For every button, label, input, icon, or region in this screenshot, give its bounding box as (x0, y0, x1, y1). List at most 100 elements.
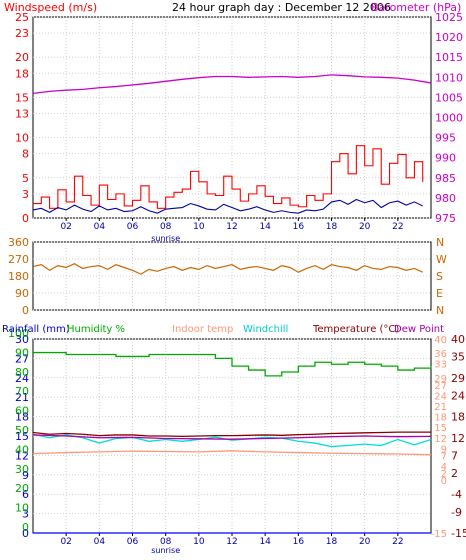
x-axis-ticks: 02 04 06 08 10 12 14 16 18 20 22 (60, 218, 403, 232)
y2-tick-label: 990 (435, 152, 456, 165)
sunrise-label: sunrise (151, 546, 180, 555)
temp-right-tick-label: -15 (451, 527, 466, 540)
x-tick-label: 02 (60, 222, 71, 232)
temp-right-tick-label: 18 (451, 411, 465, 424)
temperature-right-ticks: -15 -9 -4 2 7 12 18 24 29 35 40 (451, 333, 466, 540)
y2-axis-ticks: 975 980 985 990 995 1000 1005 1010 1015 1020 1025 (435, 11, 463, 225)
x-tick-label: 20 (359, 222, 371, 232)
x-tick-label: 14 (259, 537, 271, 547)
x-tick-label: 22 (392, 537, 403, 547)
temp-right-tick-label: 40 (451, 333, 465, 346)
temp-left-tick-label: -15 (431, 529, 447, 540)
windspeed-axis-label: Windspeed (m/s) (4, 1, 97, 14)
y-tick-label: 10 (15, 132, 29, 145)
compass-label: E (436, 287, 443, 300)
humidity-tick-label: 90 (15, 346, 29, 359)
humidity-label: Humidity % (67, 324, 125, 335)
y2-tick-label: 1015 (435, 51, 463, 64)
y-tick-label: 180 (8, 270, 29, 283)
humidity-tick-label: 30 (15, 463, 29, 476)
indoor-temp-label: Indoor temp (172, 324, 233, 335)
y2-tick-label: 1005 (435, 91, 463, 104)
x-tick-label: 12 (226, 537, 237, 547)
humidity-tick-label: 20 (15, 482, 29, 495)
x-tick-label: 02 (60, 537, 71, 547)
y-tick-label: 20 (15, 51, 29, 64)
y-axis-ticks: 0 3 5 8 10 13 15 18 20 23 25 (15, 11, 29, 225)
temp-right-tick-label: 7 (451, 449, 458, 462)
x-tick-label: 04 (94, 537, 106, 547)
humidity-tick-label: 80 (15, 366, 29, 379)
y-tick-label: 3 (22, 188, 29, 201)
y-tick-label: 15 (15, 91, 29, 104)
rainfall-label: Rainfall (mm) (2, 324, 70, 335)
x-tick-label: 20 (359, 537, 371, 547)
temp-left-tick-label: 36 (434, 349, 447, 360)
x-tick-label: 06 (127, 537, 139, 547)
temperature-label: Temperature (°C) (312, 324, 399, 335)
chart-title: 24 hour graph day : December 12 2006 (172, 1, 391, 14)
humidity-tick-label: 60 (15, 405, 29, 418)
humidity-axis-ticks: 0102030405060708090100 (8, 327, 29, 534)
temp-right-tick-label: 12 (451, 432, 465, 445)
y2-tick-label: 985 (435, 172, 456, 185)
x-tick-label: 10 (193, 222, 205, 232)
compass-label: N (436, 304, 444, 317)
y2-tick-label: 1020 (435, 31, 463, 44)
temp-right-tick-label: 35 (451, 351, 465, 364)
y2-tick-label: 1010 (435, 71, 463, 84)
x-tick-label: 18 (326, 222, 338, 232)
humidity-tick-label: 40 (15, 443, 29, 456)
temp-left-tick-label: 21 (434, 402, 447, 413)
windchill-label: Windchill (243, 324, 288, 335)
y-tick-label: 5 (22, 172, 29, 185)
temp-right-tick-label: 24 (451, 389, 465, 402)
compass-label: N (436, 236, 444, 249)
temperature-panel: 036912151821242730 010203040506070809010… (2, 324, 466, 555)
compass-label: W (436, 253, 447, 266)
temp-right-tick-label: 29 (451, 372, 465, 385)
humidity-tick-label: 10 (15, 502, 29, 515)
temp-left-tick-label: 29 (434, 374, 447, 385)
temp-left-tick-label: 24 (434, 391, 447, 402)
temp-left-tick-label: 33 (434, 360, 447, 371)
y-tick-label: 360 (8, 236, 29, 249)
temp-right-tick-label: 2 (451, 467, 458, 480)
temp-right-tick-label: -4 (451, 488, 462, 501)
y2-tick-label: 975 (435, 212, 456, 225)
y-tick-label: 90 (15, 287, 29, 300)
dewpoint-label: Dew Point (394, 324, 444, 335)
temp-left-tick-label: 18 (434, 413, 447, 424)
y-tick-label: 23 (15, 27, 29, 40)
wind-barometer-panel: 035810131518202325 975980985990995100010… (4, 1, 463, 243)
temp-left-tick-label: 9 (441, 444, 447, 455)
compass-labels: NWSEN (436, 236, 447, 317)
temp-left-tick-label: 12 (434, 434, 447, 445)
humidity-tick-label: 0 (22, 521, 29, 534)
x-tick-label: 16 (293, 222, 305, 232)
barometer-axis-label: Barometer (hPa) (371, 1, 461, 14)
y2-tick-label: 980 (435, 192, 456, 205)
humidity-tick-label: 70 (15, 385, 29, 398)
x-tick-label: 22 (392, 222, 403, 232)
x-tick-label: 08 (160, 222, 172, 232)
x-tick-label: 18 (326, 537, 338, 547)
temp-left-tick-label: 40 (434, 335, 447, 346)
y-tick-label: 0 (22, 212, 29, 225)
x-tick-label: 14 (259, 222, 271, 232)
temp-left-tick-label: 4 (441, 462, 447, 473)
humidity-tick-label: 50 (15, 424, 29, 437)
y-tick-label: 13 (15, 107, 29, 120)
compass-label: S (436, 270, 443, 283)
y-tick-label: 270 (8, 253, 29, 266)
x-tick-label: 12 (226, 222, 237, 232)
y2-tick-label: 995 (435, 132, 456, 145)
y-tick-label: 18 (15, 67, 29, 80)
y-tick-label: 8 (22, 148, 29, 161)
temp-right-tick-label: -9 (451, 506, 462, 519)
x-tick-label: 16 (293, 537, 305, 547)
x-axis-ticks: 02 04 06 08 10 12 14 16 18 20 22 (60, 533, 403, 547)
